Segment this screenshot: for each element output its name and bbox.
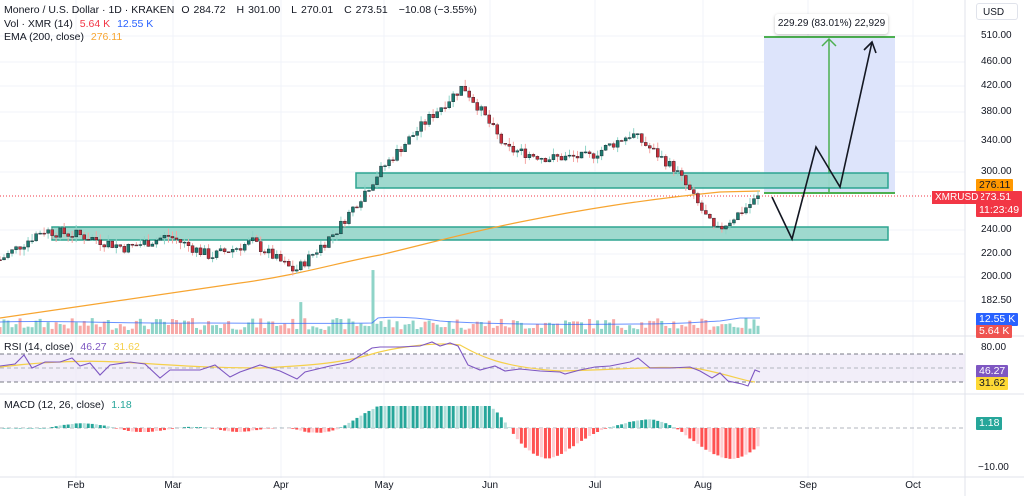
price-tick: 220.00 [981, 248, 1012, 259]
time-tick: Sep [799, 480, 817, 491]
open-value: O 284.72 [181, 4, 226, 16]
time-tick: May [374, 480, 394, 491]
macd-legend[interactable]: MACD (12, 26, close) 1.18 [4, 399, 132, 411]
time-tick: Aug [694, 480, 712, 491]
macd-histogram [2, 406, 760, 459]
volume-ma-tag: 12.55 K [976, 313, 1019, 326]
measure-label: 229.29 (83.01%) 22,929 [775, 14, 888, 34]
resistance-zone [355, 172, 889, 189]
change-value: −10.08 (−3.55%) [398, 4, 477, 16]
rsi-tick: 80.00 [981, 342, 1007, 353]
time-tick: Apr [273, 480, 289, 491]
price-tick: 460.00 [981, 56, 1012, 67]
ema-legend[interactable]: EMA (200, close) 276.11 [4, 31, 123, 43]
header-legend: Monero / U.S. Dollar · 1D · KRAKEN O 284.… [4, 4, 481, 17]
price-tick: 340.00 [981, 135, 1012, 146]
symbol-title: Monero / U.S. Dollar · 1D · KRAKEN [4, 4, 175, 16]
last-price-tag: 273.51 11:23:49 [976, 191, 1023, 217]
macd-tick: −10.00 [978, 462, 1009, 473]
time-tick: Jun [481, 480, 499, 491]
close-value: C 273.51 [344, 4, 388, 16]
projection-path [771, 41, 873, 242]
high-value: H 301.00 [236, 4, 281, 16]
volume-tag: 5.64 K [976, 325, 1013, 338]
price-tick: 420.00 [981, 80, 1012, 91]
volume-bars [0, 270, 760, 334]
price-tick: 200.00 [981, 271, 1012, 282]
time-tick: Jul [588, 480, 602, 491]
price-tick: 510.00 [981, 30, 1012, 41]
rsi-ma-tag: 31.62 [976, 377, 1009, 390]
price-tick: 182.50 [981, 295, 1012, 306]
low-value: L 270.01 [291, 4, 334, 16]
volume-ma-line [0, 316, 760, 325]
macd-tag: 1.18 [976, 417, 1003, 430]
currency-selector[interactable]: USD [976, 3, 1018, 20]
rsi-tag: 46.27 [976, 365, 1009, 378]
time-tick: Feb [67, 480, 85, 491]
ema-price-tag: 276.11 [976, 179, 1014, 192]
rsi-legend[interactable]: RSI (14, close) 46.27 31.62 [4, 341, 140, 353]
candles [0, 79, 760, 276]
countdown-timer: 11:23:49 [979, 204, 1020, 216]
price-tick: 380.00 [981, 106, 1012, 117]
price-tick: 240.00 [981, 224, 1012, 235]
rsi-line [0, 341, 761, 387]
ema-line [0, 190, 761, 319]
time-tick: Oct [905, 480, 921, 491]
price-tick: 300.00 [981, 166, 1012, 177]
symbol-tag: XMRUSD [932, 191, 982, 204]
time-tick: Mar [164, 480, 182, 491]
volume-legend[interactable]: Vol · XMR (14) 5.64 K 12.55 K [4, 18, 154, 30]
